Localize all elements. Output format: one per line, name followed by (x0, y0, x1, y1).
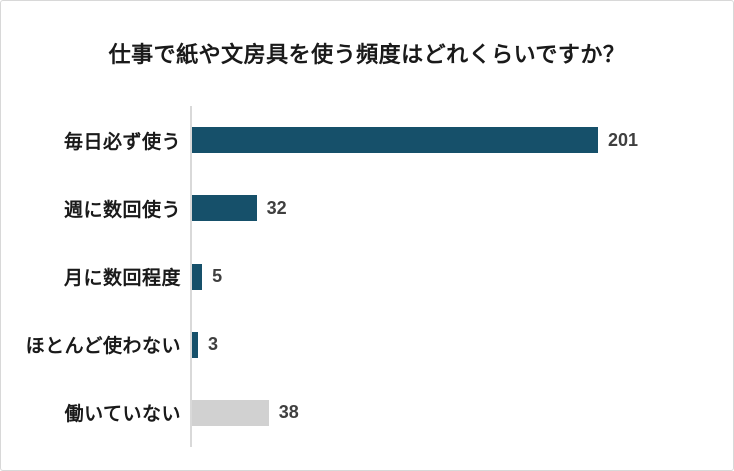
value-label: 5 (212, 266, 223, 286)
plot-area: 毎日必ず使う 201 週に数回使う 32 月に数回程度 5 ほとんど使わない 3 働いていない 3… (1, 106, 733, 447)
bar-row: 毎日必ず使う 201 (1, 106, 733, 174)
bar-track: 5 (192, 263, 733, 290)
y-axis-line (190, 106, 192, 447)
category-label: ほとんど使わない (25, 336, 181, 358)
bar-row: 週に数回使う 32 (1, 174, 733, 242)
bar (192, 263, 203, 290)
bar-row: 月に数回程度 5 (1, 242, 733, 310)
bar-row: ほとんど使わない 3 (1, 311, 733, 379)
bar-track: 3 (192, 331, 733, 358)
bar-rows: 毎日必ず使う 201 週に数回使う 32 月に数回程度 5 ほとんど使わない 3 働いていない 3… (1, 106, 733, 447)
category-label: 週に数回使う (63, 199, 181, 221)
chart-title: 仕事で紙や文房具を使う頻度はどれくらいですか？ (108, 42, 626, 67)
category-label: 毎日必ず使う (63, 131, 181, 153)
bar (192, 127, 598, 154)
value-label: 38 (278, 402, 299, 423)
bar-track: 32 (192, 195, 733, 222)
bar (192, 331, 199, 358)
value-label: 3 (208, 334, 219, 355)
value-label: 32 (266, 197, 287, 218)
bar-track: 201 (192, 127, 733, 154)
category-label: 働いていない (64, 404, 181, 426)
bar-track: 38 (192, 399, 733, 426)
bar (192, 195, 257, 222)
bar (192, 399, 269, 426)
category-label: 月に数回程度 (63, 268, 181, 289)
value-label: 201 (608, 129, 639, 150)
bar-row: 働いていない 38 (1, 379, 733, 447)
